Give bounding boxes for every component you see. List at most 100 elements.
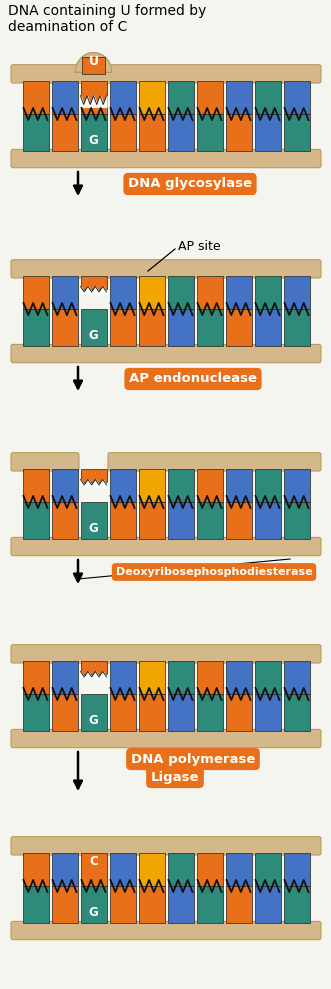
Bar xyxy=(225,469,252,502)
Bar xyxy=(23,694,49,732)
Bar xyxy=(283,276,309,309)
Bar xyxy=(225,502,252,539)
FancyBboxPatch shape xyxy=(108,453,321,471)
Bar xyxy=(80,694,107,732)
Bar xyxy=(23,886,49,924)
Bar xyxy=(52,309,77,346)
Bar xyxy=(255,502,280,539)
Bar xyxy=(225,276,252,309)
Bar xyxy=(52,276,77,309)
FancyBboxPatch shape xyxy=(11,64,321,83)
Bar xyxy=(197,886,222,924)
Bar xyxy=(167,886,194,924)
Bar xyxy=(167,661,194,694)
Bar xyxy=(52,502,77,539)
Bar xyxy=(255,886,280,924)
Text: AP site: AP site xyxy=(178,240,221,253)
Bar xyxy=(110,853,135,886)
Bar xyxy=(197,853,222,886)
Bar xyxy=(225,309,252,346)
Text: DNA containing U formed by
deamination of C: DNA containing U formed by deamination o… xyxy=(8,4,206,35)
Bar xyxy=(23,309,49,346)
FancyBboxPatch shape xyxy=(11,922,321,940)
Bar xyxy=(110,694,135,732)
Text: DNA polymerase: DNA polymerase xyxy=(131,753,255,765)
Bar xyxy=(80,309,107,346)
Bar xyxy=(167,502,194,539)
Bar xyxy=(52,81,77,114)
Bar xyxy=(23,276,49,309)
FancyBboxPatch shape xyxy=(11,344,321,363)
Bar xyxy=(110,114,135,151)
Text: G: G xyxy=(89,135,98,147)
Bar xyxy=(138,694,165,732)
FancyBboxPatch shape xyxy=(11,730,321,748)
Bar xyxy=(225,81,252,114)
Bar xyxy=(255,81,280,114)
Bar xyxy=(23,661,49,694)
Bar xyxy=(167,469,194,502)
Text: AP endonuclease: AP endonuclease xyxy=(129,373,257,386)
Bar xyxy=(197,81,222,114)
Bar xyxy=(110,309,135,346)
Bar xyxy=(23,114,49,151)
Bar xyxy=(110,81,135,114)
Bar xyxy=(23,502,49,539)
Text: G: G xyxy=(89,714,98,728)
Bar xyxy=(225,114,252,151)
Bar xyxy=(52,469,77,502)
Bar xyxy=(80,469,107,483)
Bar xyxy=(80,886,107,924)
Bar xyxy=(255,309,280,346)
Bar xyxy=(283,661,309,694)
Bar xyxy=(80,502,107,539)
FancyBboxPatch shape xyxy=(11,645,321,663)
Text: DNA glycosylase: DNA glycosylase xyxy=(128,177,252,191)
Bar xyxy=(225,694,252,732)
Bar xyxy=(52,114,77,151)
Bar xyxy=(255,469,280,502)
Bar xyxy=(197,309,222,346)
Bar xyxy=(255,276,280,309)
Bar xyxy=(167,276,194,309)
Bar xyxy=(23,469,49,502)
Bar xyxy=(283,694,309,732)
Text: G: G xyxy=(89,907,98,920)
Bar xyxy=(225,853,252,886)
Bar xyxy=(52,886,77,924)
Bar xyxy=(197,469,222,502)
FancyBboxPatch shape xyxy=(11,260,321,278)
Bar xyxy=(52,661,77,694)
Bar xyxy=(138,853,165,886)
Bar xyxy=(197,694,222,732)
Bar xyxy=(110,276,135,309)
Bar xyxy=(138,276,165,309)
Bar xyxy=(255,694,280,732)
FancyBboxPatch shape xyxy=(11,537,321,556)
Bar xyxy=(80,81,107,114)
Text: Ligase: Ligase xyxy=(151,770,199,783)
Bar xyxy=(167,114,194,151)
Bar xyxy=(110,502,135,539)
Bar xyxy=(138,661,165,694)
Bar xyxy=(283,853,309,886)
Bar xyxy=(110,886,135,924)
Bar xyxy=(23,81,49,114)
FancyBboxPatch shape xyxy=(11,837,321,855)
Bar xyxy=(197,502,222,539)
Bar xyxy=(197,276,222,309)
Bar xyxy=(82,57,105,74)
Bar xyxy=(225,661,252,694)
Text: G: G xyxy=(89,522,98,535)
Polygon shape xyxy=(75,52,112,72)
Bar xyxy=(283,114,309,151)
Bar xyxy=(80,853,107,886)
Bar xyxy=(80,114,107,151)
Bar xyxy=(255,853,280,886)
Bar xyxy=(138,469,165,502)
Bar xyxy=(138,114,165,151)
Bar xyxy=(255,114,280,151)
Text: Deoxyribosephosphodiesterase: Deoxyribosephosphodiesterase xyxy=(116,567,312,577)
Bar xyxy=(167,81,194,114)
FancyBboxPatch shape xyxy=(11,149,321,168)
